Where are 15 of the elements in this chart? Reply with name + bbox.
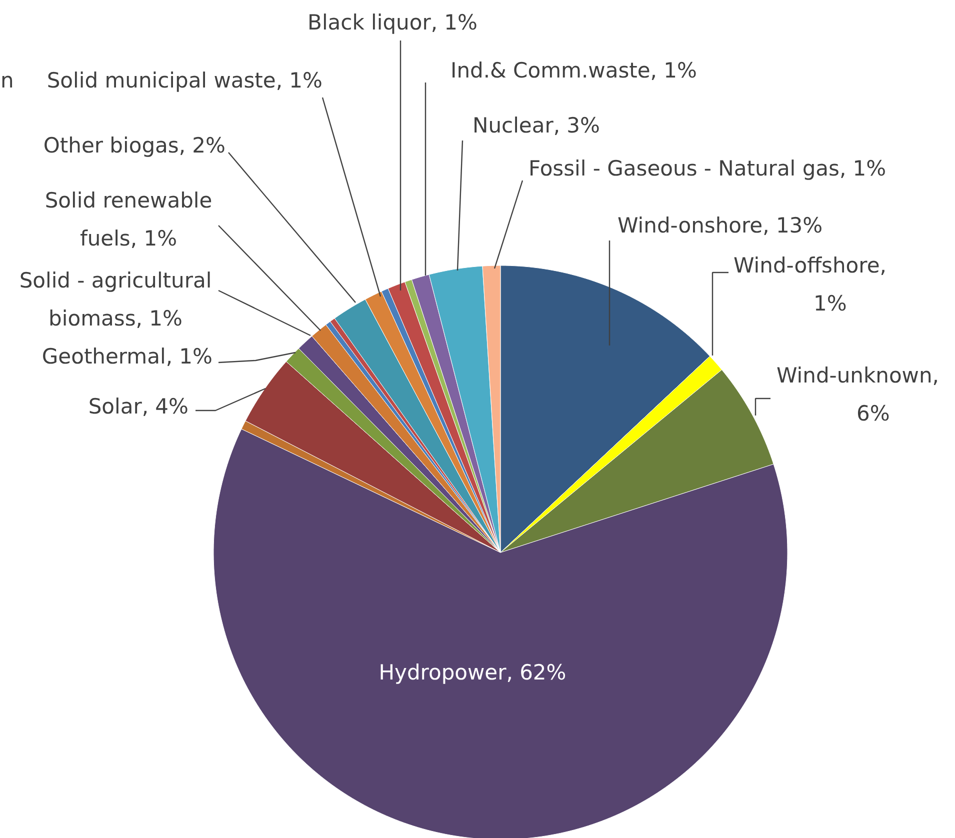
slice-label: Solid municipal waste, 1%: [46, 68, 322, 92]
slice-label: Hydropower, 62%: [378, 660, 566, 684]
slice-label: Wind-unknown, 6%: [776, 364, 939, 426]
slice-label: Other biogas, 2%: [43, 134, 226, 158]
slice-label: Fossil - Gaseous - Natural gas, 1%: [528, 156, 886, 180]
slice-label: Nuclear, 3%: [472, 114, 600, 138]
slice-label: Black liquor, 1%: [308, 10, 478, 34]
slice-label: Solid renewable fuels, 1%: [44, 188, 212, 250]
slice-label: Wind-onshore, 13%: [618, 214, 823, 238]
slice-label: Ind.& Comm.waste, 1%: [450, 58, 697, 82]
slice-label: Solar, 4%: [88, 394, 189, 418]
slice-label: Wind-offshore, 1%: [734, 254, 886, 316]
slice-label: Geothermal, 1%: [42, 344, 213, 368]
text: n: [0, 68, 14, 92]
slice-label: Solid - agricultural biomass, 1%: [19, 268, 212, 330]
